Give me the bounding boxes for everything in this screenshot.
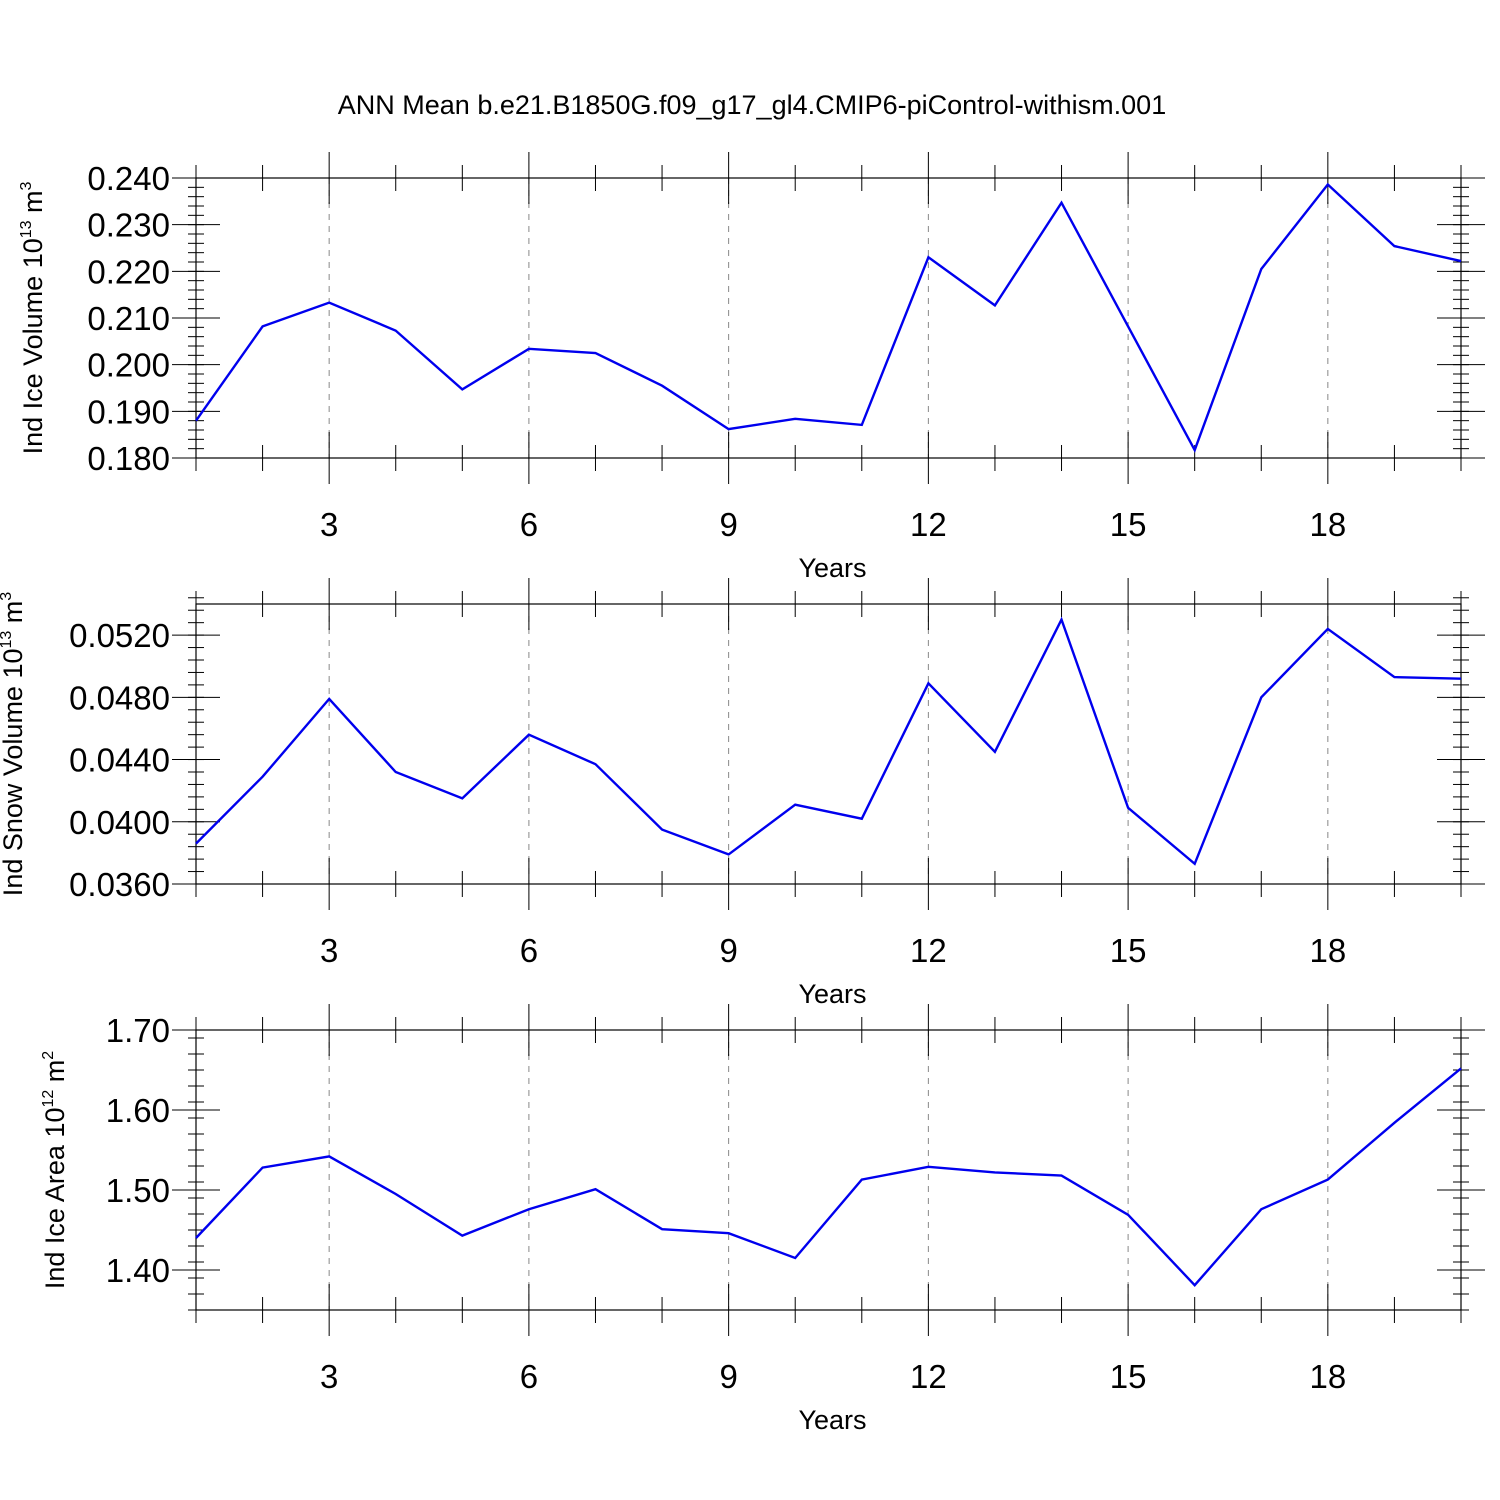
y-tick-label: 0.190 — [87, 393, 170, 430]
y-tick-label: 0.220 — [87, 253, 170, 290]
x-tick-label: 18 — [1309, 932, 1346, 969]
y-tick-label: 0.0360 — [69, 866, 170, 903]
x-axis-label: Years — [798, 979, 866, 1009]
y-tick-label: 0.210 — [87, 300, 170, 337]
panel-1: 0.180 0.190 0.200 0.210 0.220 0.230 0.240 3 6 9 12… — [18, 152, 1485, 583]
series-line — [195, 1067, 1462, 1287]
x-tick-label: 9 — [719, 506, 737, 543]
x-tick-label: 15 — [1110, 1358, 1147, 1395]
x-tick-label: 15 — [1110, 506, 1147, 543]
panel-3: 1.40 1.50 1.60 1.70 3 6 9 12 15 18 Years Ind Ice Ar… — [40, 1004, 1485, 1435]
y-tick-label: 1.70 — [106, 1012, 170, 1049]
x-tick-label: 6 — [520, 506, 538, 543]
y-tick-label: 1.50 — [106, 1172, 170, 1209]
y-tick-label: 0.0400 — [69, 804, 170, 841]
y-tick-label: 1.60 — [106, 1092, 170, 1129]
y-tick-label: 0.180 — [87, 440, 170, 477]
y-tick-label: 0.230 — [87, 207, 170, 244]
y-tick-label: 0.0520 — [69, 617, 170, 654]
panel-2: 0.0360 0.0400 0.0440 0.0480 0.0520 3 6 9 12 15 18 Y… — [0, 578, 1485, 1009]
x-tick-label: 18 — [1309, 506, 1346, 543]
x-tick-label: 12 — [910, 506, 947, 543]
x-tick-label: 12 — [910, 1358, 947, 1395]
x-tick-label: 15 — [1110, 932, 1147, 969]
plot-frame — [195, 603, 1462, 885]
y-axis-label: Ind Snow Volume 1013 m3 — [0, 592, 28, 896]
y-tick-label: 0.0440 — [69, 742, 170, 779]
x-tick-label: 9 — [719, 1358, 737, 1395]
y-tick-label: 0.200 — [87, 347, 170, 384]
x-tick-label: 18 — [1309, 1358, 1346, 1395]
series-line — [195, 182, 1462, 454]
series-line — [195, 616, 1462, 866]
x-axis-label: Years — [798, 553, 866, 583]
plot-frame — [195, 1029, 1462, 1311]
x-tick-label: 9 — [719, 932, 737, 969]
y-tick-label: 1.40 — [106, 1252, 170, 1289]
y-tick-label: 0.0480 — [69, 679, 170, 716]
y-axis-label: Ind Ice Volume 1013 m3 — [18, 181, 48, 454]
y-axis-label: Ind Ice Area 1012 m2 — [40, 1051, 70, 1289]
x-tick-label: 3 — [320, 932, 338, 969]
panels: 0.180 0.190 0.200 0.210 0.220 0.230 0.240 3 6 9 12… — [0, 152, 1485, 1435]
x-tick-label: 6 — [520, 1358, 538, 1395]
x-tick-label: 3 — [320, 1358, 338, 1395]
figure-title: ANN Mean b.e21.B1850G.f09_g17_gl4.CMIP6-… — [338, 90, 1166, 120]
x-tick-label: 6 — [520, 932, 538, 969]
x-tick-label: 12 — [910, 932, 947, 969]
y-tick-label: 0.240 — [87, 160, 170, 197]
x-axis-label: Years — [798, 1405, 866, 1435]
x-tick-label: 3 — [320, 506, 338, 543]
